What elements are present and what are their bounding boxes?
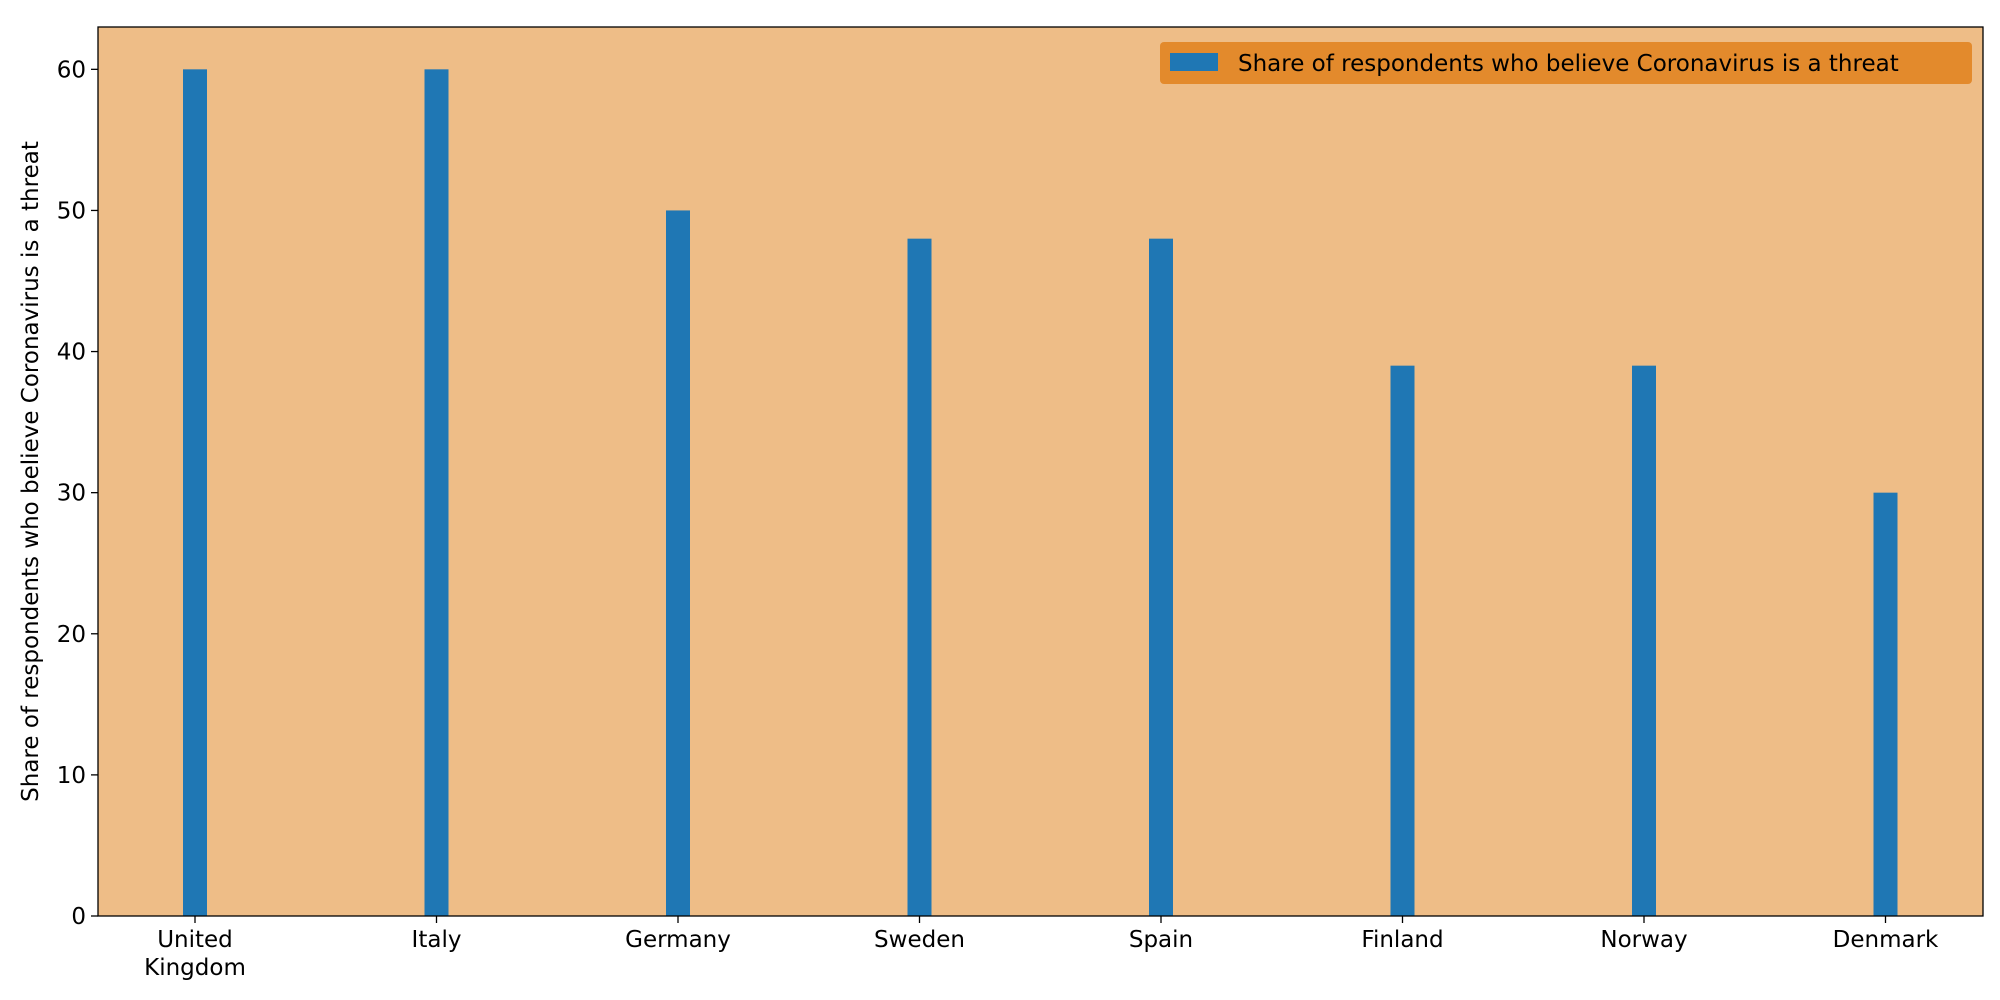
bar-norway	[1632, 365, 1656, 917]
y-axis: 0 10 20 30 40 50 60	[57, 57, 98, 930]
bar-spain	[1149, 238, 1173, 916]
bar-germany	[666, 210, 690, 916]
x-tick-label: Italy	[412, 927, 462, 953]
plot-area	[98, 27, 1983, 916]
x-tick-label: Sweden	[874, 927, 965, 953]
y-tick-label: 20	[57, 622, 86, 648]
y-tick-label: 0	[71, 904, 86, 930]
bar-finland	[1390, 365, 1415, 917]
y-tick-label: 10	[57, 763, 86, 789]
y-tick-label: 30	[57, 481, 86, 507]
x-tick-label: Norway	[1600, 927, 1687, 953]
bars-group	[183, 69, 1898, 917]
x-tick-label: Germany	[625, 927, 731, 953]
x-tick-label: United Kingdom	[144, 927, 246, 981]
y-tick-label: 60	[57, 57, 86, 83]
legend-swatch	[1170, 53, 1218, 71]
x-tick-label: Spain	[1129, 927, 1193, 953]
legend: Share of respondents who believe Coronav…	[1160, 42, 1972, 84]
legend-box	[1160, 42, 1972, 84]
y-tick-label: 50	[57, 198, 86, 224]
legend-label: Share of respondents who believe Coronav…	[1238, 51, 1899, 77]
y-tick-label: 40	[57, 340, 86, 366]
y-axis-title: Share of respondents who believe Coronav…	[18, 141, 44, 802]
x-tick-label: Denmark	[1833, 927, 1939, 953]
bar-denmark	[1873, 492, 1898, 916]
bar-sweden	[907, 238, 932, 916]
x-axis: United Kingdom Italy Germany Sweden Spain Finl…	[144, 916, 1939, 981]
bar-united-kingdom	[183, 69, 207, 917]
bar-italy	[424, 69, 449, 917]
x-tick-label: Finland	[1361, 927, 1443, 953]
plot-frame	[97, 26, 1984, 917]
